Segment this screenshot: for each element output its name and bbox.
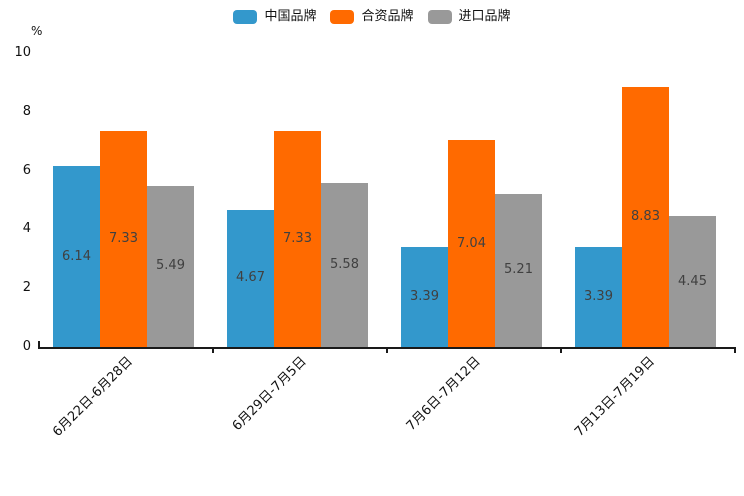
axis-tick — [560, 349, 562, 353]
bar-进口品牌-2[interactable] — [495, 193, 542, 347]
legend-swatch-icon — [233, 10, 258, 24]
bar-中国品牌-0[interactable] — [53, 166, 100, 347]
bar-value-label: 3.39 — [584, 289, 613, 305]
x-axis-label: 6月22日-6月28日 — [49, 354, 136, 440]
legend-swatch-icon — [427, 10, 452, 24]
y-tick-label: 8 — [22, 103, 31, 119]
bar-value-label: 5.49 — [156, 258, 185, 274]
bar-进口品牌-1[interactable] — [321, 182, 368, 347]
legend-item-0[interactable]: 中国品牌 — [233, 9, 316, 25]
axis-tick — [38, 341, 40, 347]
chart-legend: 中国品牌 合资品牌 进口品牌 — [0, 7, 744, 27]
bar-value-label: 6.14 — [62, 248, 91, 264]
bar-value-label: 8.83 — [631, 209, 660, 225]
x-axis-label: 6月29日-7月5日 — [229, 354, 310, 434]
bar-value-label: 4.67 — [236, 270, 265, 286]
bar-value-label: 7.04 — [457, 235, 486, 251]
x-axis-line — [38, 347, 736, 349]
axis-tick — [212, 349, 214, 353]
bar-中国品牌-2[interactable] — [401, 247, 448, 347]
legend-swatch-icon — [330, 10, 355, 24]
axis-tick — [386, 349, 388, 353]
legend-label: 中国品牌 — [264, 9, 317, 24]
bar-value-label: 7.33 — [283, 231, 312, 247]
bar-value-label: 4.45 — [678, 273, 707, 289]
bar-进口品牌-0[interactable] — [147, 185, 194, 347]
bar-合资品牌-0[interactable] — [100, 131, 147, 347]
bar-进口品牌-3[interactable] — [669, 216, 716, 347]
y-tick-label: 10 — [14, 45, 31, 60]
x-axis-label: 7月6日-7月12日 — [403, 354, 484, 434]
bar-合资品牌-1[interactable] — [274, 131, 321, 347]
bar-value-label: 5.21 — [504, 262, 533, 278]
bar-合资品牌-3[interactable] — [622, 87, 669, 347]
legend-item-2[interactable]: 进口品牌 — [427, 9, 511, 25]
legend-label: 合资品牌 — [361, 9, 414, 24]
bar-value-label: 5.58 — [330, 256, 359, 272]
y-tick-label: 2 — [22, 280, 31, 296]
legend-label: 进口品牌 — [458, 9, 511, 24]
bar-中国品牌-1[interactable] — [227, 209, 274, 347]
legend-item-1[interactable]: 合资品牌 — [330, 9, 414, 25]
y-axis-unit-label: % — [31, 24, 43, 38]
y-tick-label: 6 — [22, 162, 31, 178]
bar-中国品牌-3[interactable] — [575, 247, 622, 347]
axis-tick — [734, 349, 736, 353]
bar-value-label: 7.33 — [109, 231, 138, 247]
y-tick-label: 0 — [22, 339, 31, 354]
y-tick-label: 4 — [22, 221, 31, 237]
x-axis-label: 7月13日-7月19日 — [571, 354, 658, 440]
bar-value-label: 3.39 — [410, 289, 439, 305]
bar-合资品牌-2[interactable] — [448, 140, 495, 347]
